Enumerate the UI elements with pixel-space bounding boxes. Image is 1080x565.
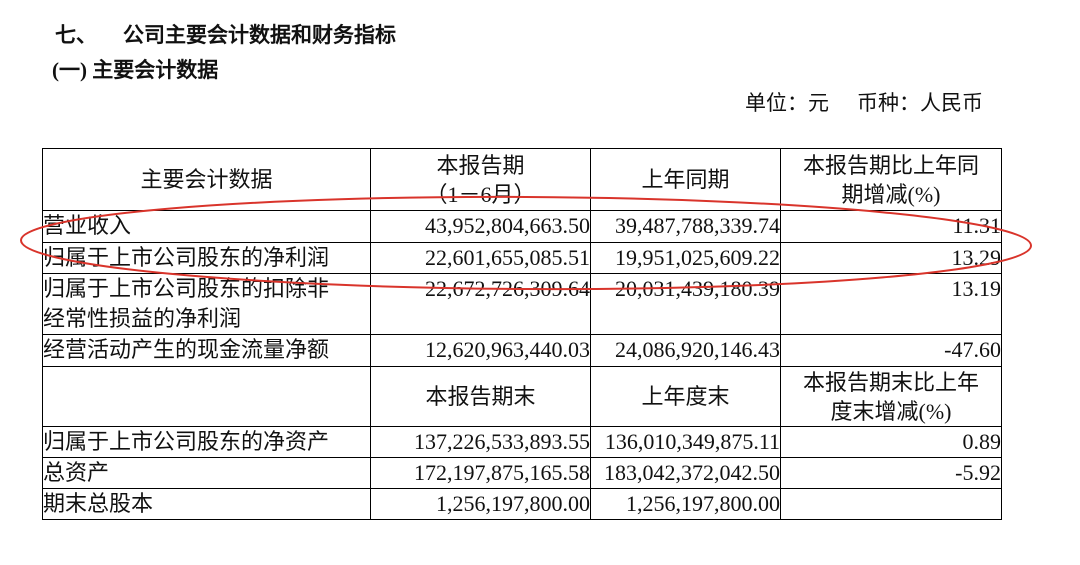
row-prior-value: 1,256,197,800.00 <box>590 488 781 520</box>
subheader-item-empty <box>42 366 371 427</box>
row-prior-value: 19,951,025,609.22 <box>590 242 781 274</box>
unit-currency-line: 单位：元 币种：人民币 <box>745 90 983 116</box>
subheader-prior-year-end: 上年度末 <box>590 366 781 427</box>
unit-label: 单位：元 <box>745 91 829 115</box>
row-label: 期末总股本 <box>42 488 371 520</box>
section-number: 七、 <box>55 23 97 47</box>
row-prior-value: 24,086,920,146.43 <box>590 334 781 367</box>
subheader-change-label: 本报告期末比上年度末增减(%) <box>802 369 979 424</box>
row-current-value: 1,256,197,800.00 <box>370 488 591 520</box>
currency-label: 币种：人民币 <box>857 91 983 115</box>
row-label: 归属于上市公司股东的净利润 <box>42 242 371 274</box>
subsection-heading: (一) 主要会计数据 <box>52 58 219 82</box>
row-label: 营业收入 <box>42 210 371 243</box>
row-prior-value: 39,487,788,339.74 <box>590 210 781 243</box>
row-label: 归属于上市公司股东的扣除非经常性损益的净利润 <box>43 276 330 331</box>
row-current-value: 172,197,875,165.58 <box>370 457 591 489</box>
table-row: 归属于上市公司股东的扣除非经常性损益的净利润 22,672,726,309.64… <box>42 273 1002 335</box>
header-change: 本报告期比上年同期增减(%) <box>780 148 1002 211</box>
row-current-value: 43,952,804,663.50 <box>370 210 591 243</box>
section-heading: 七、 公司主要会计数据和财务指标 <box>55 22 396 48</box>
header-current-label: 本报告期 <box>436 152 525 178</box>
row-change-value: 13.29 <box>780 242 1002 274</box>
row-prior-value: 20,031,439,180.39 <box>590 273 781 335</box>
table-header-row: 主要会计数据 本报告期 （1－6月） 上年同期 本报告期比上年同期增减(%) <box>42 148 1002 211</box>
row-current-value: 22,672,726,309.64 <box>370 273 591 335</box>
row-label: 总资产 <box>42 457 371 489</box>
subheader-change: 本报告期末比上年度末增减(%) <box>780 366 1002 427</box>
row-prior-value: 183,042,372,042.50 <box>590 457 781 489</box>
row-current-value: 12,620,963,440.03 <box>370 334 591 367</box>
row-change-value: -5.92 <box>780 457 1002 489</box>
header-item: 主要会计数据 <box>42 148 371 211</box>
accounting-data-table: 主要会计数据 本报告期 （1－6月） 上年同期 本报告期比上年同期增减(%) 营… <box>42 148 1002 520</box>
row-change-value: -47.60 <box>780 334 1002 367</box>
section-title: 公司主要会计数据和财务指标 <box>123 23 396 47</box>
table-row: 总资产 172,197,875,165.58 183,042,372,042.5… <box>42 457 1002 489</box>
row-label: 经营活动产生的现金流量净额 <box>42 334 371 367</box>
subheader-period-end: 本报告期末 <box>370 366 591 427</box>
row-change-value: 13.19 <box>780 273 1002 335</box>
header-current-period: 本报告期 （1－6月） <box>370 148 591 211</box>
row-label-cell: 归属于上市公司股东的扣除非经常性损益的净利润 <box>42 273 371 335</box>
table-row: 归属于上市公司股东的净资产 137,226,533,893.55 136,010… <box>42 426 1002 458</box>
table-row: 营业收入 43,952,804,663.50 39,487,788,339.74… <box>42 210 1002 243</box>
table-row: 期末总股本 1,256,197,800.00 1,256,197,800.00 <box>42 488 1002 520</box>
header-change-label: 本报告期比上年同期增减(%) <box>802 152 979 207</box>
header-current-sub: （1－6月） <box>425 181 536 207</box>
row-current-value: 22,601,655,085.51 <box>370 242 591 274</box>
row-label: 归属于上市公司股东的净资产 <box>42 426 371 458</box>
table-row: 经营活动产生的现金流量净额 12,620,963,440.03 24,086,9… <box>42 334 1002 367</box>
row-prior-value: 136,010,349,875.11 <box>590 426 781 458</box>
row-change-value: 0.89 <box>780 426 1002 458</box>
row-change-value-empty <box>780 488 1002 520</box>
row-current-value: 137,226,533,893.55 <box>370 426 591 458</box>
row-change-value: 11.31 <box>780 210 1002 243</box>
table-subheader-row: 本报告期末 上年度末 本报告期末比上年度末增减(%) <box>42 366 1002 427</box>
table-row: 归属于上市公司股东的净利润 22,601,655,085.51 19,951,0… <box>42 242 1002 274</box>
header-prior-period: 上年同期 <box>590 148 781 211</box>
